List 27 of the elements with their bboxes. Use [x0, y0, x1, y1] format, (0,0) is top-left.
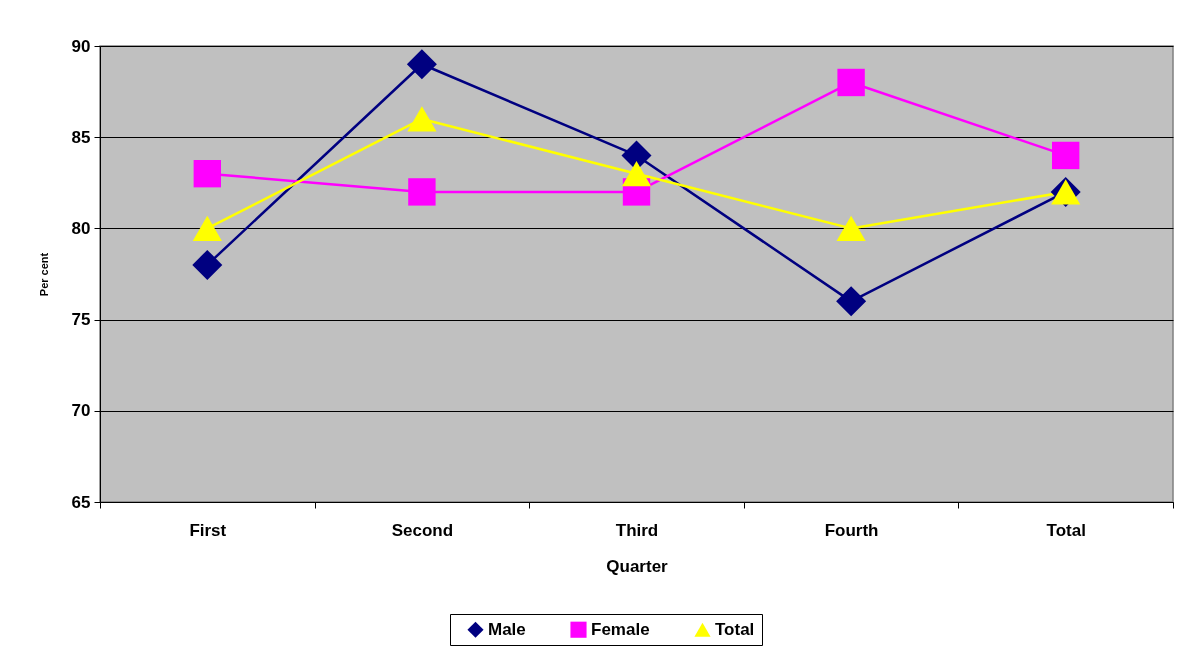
x-tick-label: Third	[615, 520, 659, 540]
x-axis-title: Quarter	[606, 556, 669, 576]
legend-label: Male	[488, 619, 526, 639]
point	[407, 106, 437, 132]
point	[408, 178, 436, 206]
legend-label: Female	[591, 619, 650, 639]
y-tick-label: 85	[71, 127, 91, 147]
y-axis-title: Per cent	[37, 252, 50, 297]
x-tick-label: Second	[391, 520, 454, 540]
y-tick-label: 75	[71, 310, 91, 330]
x-tick-label: Fourth	[824, 520, 879, 540]
x-tick-label: Total	[1046, 520, 1086, 540]
point	[837, 68, 865, 97]
point	[836, 215, 866, 242]
x-tick-label: First	[189, 520, 227, 540]
y-tick-label: 70	[71, 401, 91, 421]
y-tick-label: 90	[71, 36, 91, 56]
point	[1052, 141, 1080, 170]
point	[192, 249, 223, 280]
point	[836, 286, 867, 317]
point	[193, 159, 221, 188]
y-tick-label: 80	[71, 218, 91, 238]
point	[192, 215, 222, 242]
point	[621, 161, 652, 187]
y-tick-label: 65	[71, 492, 91, 512]
point	[406, 49, 437, 80]
legend-label: Total	[715, 619, 755, 639]
